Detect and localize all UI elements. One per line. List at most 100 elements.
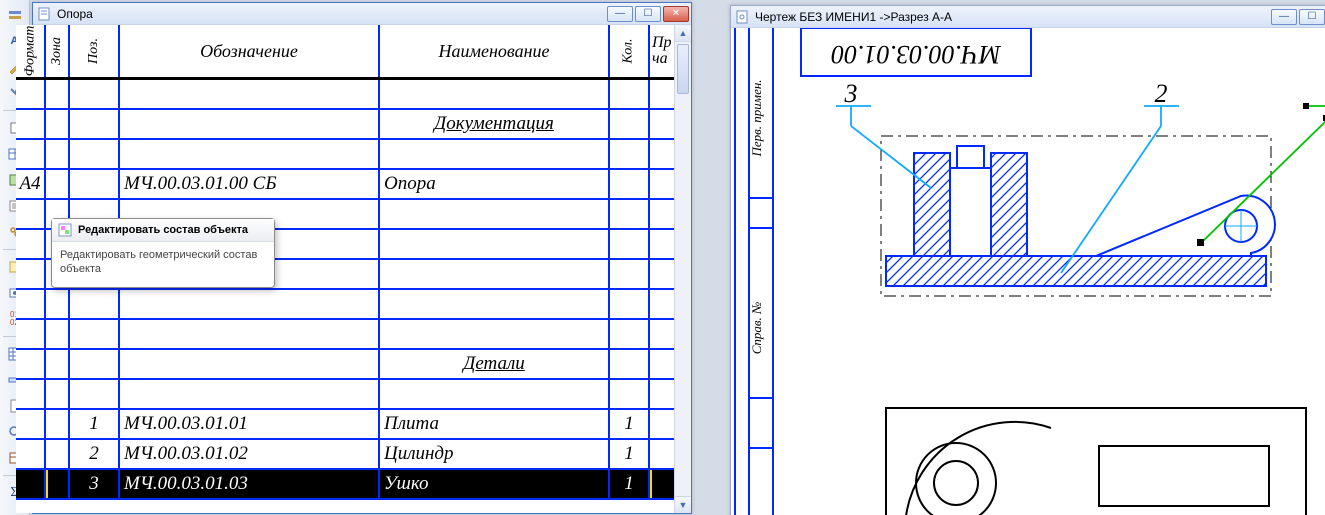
callout-3: 3: [844, 79, 858, 108]
table-cell: [70, 80, 120, 108]
table-cell: Плита: [380, 410, 610, 438]
table-cell: Ушко: [380, 470, 610, 498]
table-cell: [650, 320, 674, 348]
tool-layers-icon[interactable]: [4, 4, 26, 26]
window-spec: Опора — ☐ ✕ Формат Зона Поз. Обозначение…: [32, 2, 692, 514]
table-cell: Документация: [380, 110, 610, 138]
table-cell: [16, 110, 46, 138]
table-cell: [46, 290, 70, 318]
table-cell: [16, 290, 46, 318]
left-label-1: Перв. примен.: [749, 79, 764, 157]
table-row[interactable]: Детали: [16, 350, 674, 380]
table-cell: [380, 80, 610, 108]
table-cell: [70, 320, 120, 348]
table-cell: [650, 200, 674, 228]
table-cell: 1: [610, 410, 650, 438]
table-cell: [46, 80, 70, 108]
table-cell: [610, 110, 650, 138]
table-row[interactable]: [16, 290, 674, 320]
table-cell: [650, 170, 674, 198]
table-row[interactable]: [16, 320, 674, 350]
table-cell: [650, 260, 674, 288]
tooltip-title: Редактировать состав объекта: [78, 224, 248, 236]
spec-doc-icon: [37, 7, 51, 21]
drawing-body[interactable]: Перв. примен. Справ. № МЧ.00.03.01.00: [731, 28, 1325, 515]
table-cell: Опора: [380, 170, 610, 198]
table-cell: [610, 350, 650, 378]
tooltip-body: Редактировать геометрический состав объе…: [52, 242, 274, 287]
table-cell: [650, 290, 674, 318]
table-cell: 1: [70, 410, 120, 438]
table-cell: [650, 380, 674, 408]
table-cell: 1: [610, 440, 650, 468]
col-zone: Зона: [49, 37, 65, 65]
table-cell: [70, 380, 120, 408]
table-cell: МЧ.00.03.01.02: [120, 440, 380, 468]
scroll-up-button[interactable]: ▲: [675, 25, 691, 42]
titlebar-drawing[interactable]: Чертеж БЕЗ ИМЕНИ1 ->Разрез А-А — ☐ ✕: [731, 6, 1325, 28]
table-cell: [70, 170, 120, 198]
table-cell: [70, 350, 120, 378]
table-cell: [380, 200, 610, 228]
table-cell: [610, 230, 650, 258]
table-cell: МЧ.00.03.01.03: [120, 470, 380, 498]
col-note: Пр ча: [652, 35, 672, 67]
title-block-text: МЧ.00.03.01.00: [831, 40, 1002, 69]
maximize-button[interactable]: ☐: [1299, 9, 1325, 25]
table-row[interactable]: 1МЧ.00.03.01.01Плита1: [16, 410, 674, 440]
table-cell: [120, 320, 380, 348]
table-cell: [650, 110, 674, 138]
tooltip: Редактировать состав объекта Редактирова…: [51, 218, 275, 288]
table-cell: [610, 200, 650, 228]
table-cell: [120, 350, 380, 378]
table-cell: МЧ.00.03.01.00 СБ: [120, 170, 380, 198]
table-cell: 3: [70, 470, 120, 498]
table-cell: [650, 440, 674, 468]
table-cell: [610, 80, 650, 108]
table-row[interactable]: 2МЧ.00.03.01.02Цилиндр1: [16, 440, 674, 470]
table-cell: [650, 230, 674, 258]
table-row[interactable]: Документация: [16, 110, 674, 140]
callout-2: 2: [1155, 79, 1168, 108]
table-cell: [380, 140, 610, 168]
table-cell: [70, 140, 120, 168]
scroll-track[interactable]: [675, 42, 691, 496]
table-cell: [46, 380, 70, 408]
table-cell: [610, 380, 650, 408]
table-row[interactable]: [16, 140, 674, 170]
table-cell: 1: [610, 470, 650, 498]
drawing-canvas: Перв. примен. Справ. № МЧ.00.03.01.00: [731, 28, 1325, 515]
table-row[interactable]: А4МЧ.00.03.01.00 СБОпора: [16, 170, 674, 200]
col-qty: Кол.: [621, 38, 637, 63]
spec-rows[interactable]: Документация А4МЧ.00.03.01.00 СБОпора Дета…: [16, 80, 674, 513]
maximize-button[interactable]: ☐: [635, 6, 661, 22]
col-format: Формат: [22, 26, 38, 77]
table-cell: [650, 410, 674, 438]
close-button[interactable]: ✕: [663, 6, 689, 22]
table-cell: [610, 170, 650, 198]
table-row[interactable]: [16, 80, 674, 110]
table-cell: [46, 320, 70, 348]
titlebar-spec[interactable]: Опора — ☐ ✕: [33, 3, 691, 25]
table-cell: [70, 110, 120, 138]
table-cell: [16, 230, 46, 258]
scroll-thumb[interactable]: [677, 44, 689, 94]
table-cell: [380, 320, 610, 348]
table-row[interactable]: [16, 380, 674, 410]
table-cell: [610, 140, 650, 168]
table-cell: 2: [70, 440, 120, 468]
table-cell: [120, 80, 380, 108]
table-cell: [46, 410, 70, 438]
table-row[interactable]: 3МЧ.00.03.01.03Ушко1: [16, 470, 674, 500]
minimize-button[interactable]: —: [1271, 9, 1297, 25]
table-cell: [650, 350, 674, 378]
col-designation: Обозначение: [200, 41, 298, 62]
spec-scrollbar[interactable]: ▲ ▼: [674, 25, 691, 513]
table-cell: [16, 380, 46, 408]
table-cell: [650, 470, 674, 498]
drawing-doc-icon: [735, 10, 749, 24]
scroll-down-button[interactable]: ▼: [675, 496, 691, 513]
minimize-button[interactable]: —: [607, 6, 633, 22]
table-cell: [46, 170, 70, 198]
table-cell: [610, 260, 650, 288]
